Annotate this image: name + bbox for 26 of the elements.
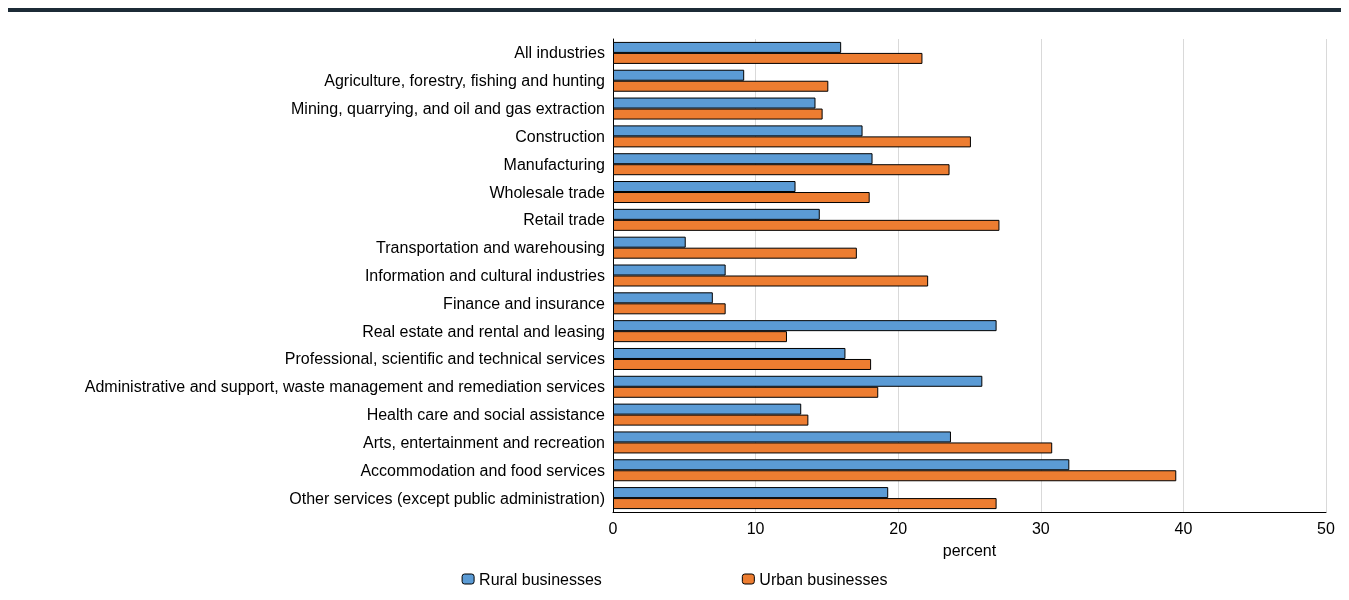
y-tick-label: Other services (except public administration) — [289, 489, 605, 507]
y-tick-label: Real estate and rental and leasing — [362, 322, 605, 340]
y-tick-label: Administrative and support, waste management and remediation services — [84, 378, 605, 396]
x-axis-title: percent — [942, 541, 997, 559]
legend-label: Rural businesses — [479, 570, 602, 588]
y-tick-label: Finance and insurance — [443, 294, 606, 312]
y-tick-label: Information and cultural industries — [364, 267, 605, 284]
y-tick-label: All industries — [514, 44, 605, 62]
y-tick-label: Mining, quarrying, and oil and gas extraction — [291, 100, 605, 118]
y-tick-label: Arts, entertainment and recreation — [363, 433, 605, 451]
x-tick-label: 40 — [1174, 519, 1193, 537]
y-tick-label: Retail trade — [523, 211, 606, 229]
y-tick-label: Agriculture, forestry, fishing and hunting — [324, 72, 605, 90]
y-tick-label: Manufacturing — [503, 155, 605, 173]
x-tick-label: 10 — [746, 519, 765, 537]
x-tick-label: 50 — [1317, 519, 1335, 537]
x-tick-label: 0 — [608, 519, 618, 537]
y-tick-label: Wholesale trade — [489, 183, 606, 201]
y-tick-label: Accommodation and food services — [360, 461, 605, 479]
y-tick-label: Transportation and warehousing — [376, 239, 605, 257]
y-tick-label: Construction — [515, 127, 605, 145]
y-tick-label: Professional, scientific and technical services — [284, 350, 605, 368]
y-tick-label: Health care and social assistance — [366, 406, 606, 424]
x-tick-label: 20 — [889, 519, 908, 537]
x-tick-label: 30 — [1031, 519, 1050, 537]
legend-label: Urban businesses — [759, 570, 888, 588]
